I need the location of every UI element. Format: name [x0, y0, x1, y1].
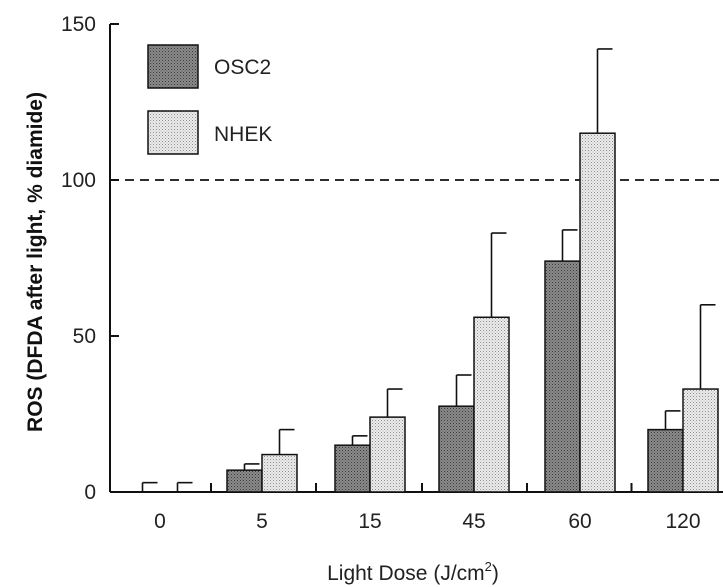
x-tick-label: 15	[358, 510, 381, 533]
bar-nhek-60	[579, 132, 616, 493]
x-axis-title-sup: 2	[485, 559, 492, 574]
legend-swatch-osc2	[147, 44, 199, 89]
bar-nhek-120	[682, 388, 719, 493]
legend: OSC2 NHEK	[147, 44, 272, 155]
bar-osc2-60	[544, 260, 581, 493]
x-axis-title: Light Dose (J/cm2)	[327, 559, 499, 585]
bar-osc2-45	[438, 405, 475, 493]
bar-osc2-5	[226, 469, 263, 493]
y-tick-label: 100	[61, 169, 96, 192]
x-tick-label: 120	[665, 510, 700, 533]
bar-nhek-15	[369, 416, 406, 493]
legend-label-nhek: NHEK	[214, 123, 272, 146]
bar-nhek-5	[261, 453, 298, 493]
bar-osc2-15	[334, 444, 371, 493]
y-tick-label: 50	[73, 325, 96, 348]
y-tick-label: 150	[61, 13, 96, 36]
bar-nhek-45	[473, 316, 510, 493]
x-axis-title-main: Light Dose (J/cm	[327, 562, 485, 585]
x-tick-label: 0	[154, 510, 166, 533]
y-tick-label: 0	[84, 481, 96, 504]
legend-swatch-nhek	[147, 110, 199, 155]
x-tick-label: 5	[256, 510, 268, 533]
plot-area	[109, 24, 723, 493]
legend-label-osc2: OSC2	[214, 56, 271, 79]
x-tick-label: 60	[568, 510, 591, 533]
y-axis-title: ROS (DFDA after light, % diamide)	[24, 92, 47, 432]
bar-osc2-120	[647, 428, 684, 493]
x-tick-label: 45	[462, 510, 485, 533]
x-axis-title-close: )	[492, 562, 499, 585]
